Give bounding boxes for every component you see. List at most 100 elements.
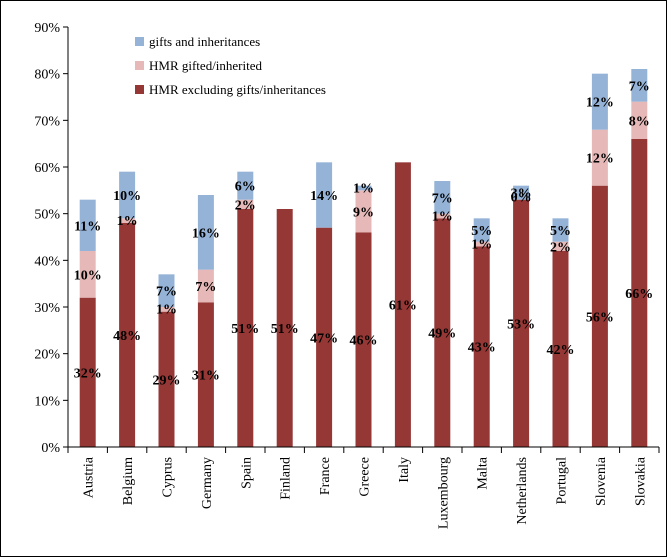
bar-segment bbox=[197, 302, 214, 447]
data-label: 10% bbox=[74, 268, 102, 283]
y-tick-label: 80% bbox=[34, 68, 60, 83]
data-label: 7% bbox=[156, 285, 177, 300]
bars bbox=[79, 69, 648, 448]
bar-segment bbox=[591, 185, 608, 447]
x-tick-label: Slovakia bbox=[633, 456, 648, 506]
y-tick-label: 10% bbox=[34, 394, 60, 409]
data-label: 7% bbox=[195, 280, 216, 295]
x-tick-label: Belgium bbox=[121, 457, 136, 505]
data-label: 16% bbox=[192, 226, 220, 241]
bar-segment bbox=[355, 185, 372, 191]
data-label: 7% bbox=[629, 79, 650, 94]
data-label: 12% bbox=[586, 152, 614, 167]
data-label: 53% bbox=[507, 317, 535, 332]
legend-swatch bbox=[135, 37, 144, 46]
x-tick-label: Finland bbox=[279, 457, 294, 500]
bar-segment bbox=[473, 241, 490, 247]
data-label: 6% bbox=[235, 180, 256, 195]
y-tick-label: 40% bbox=[34, 254, 60, 269]
y-tick-label: 30% bbox=[34, 301, 60, 316]
bar-segment bbox=[119, 223, 136, 447]
data-label: 47% bbox=[310, 331, 338, 346]
data-label: 5% bbox=[550, 224, 571, 239]
data-label: 14% bbox=[310, 189, 338, 204]
bar-segment bbox=[158, 274, 175, 307]
data-label: 61% bbox=[389, 299, 417, 314]
bar-segment bbox=[591, 129, 608, 186]
data-label: 51% bbox=[271, 322, 299, 337]
bar-segment bbox=[552, 251, 569, 447]
bar-segment bbox=[631, 101, 648, 139]
x-tick-label: Netherlands bbox=[515, 457, 530, 525]
data-label: 1% bbox=[471, 237, 492, 252]
x-tick-label: Germany bbox=[200, 457, 215, 509]
bar-segment bbox=[434, 213, 451, 219]
data-label: 48% bbox=[113, 329, 141, 344]
data-label: 46% bbox=[350, 334, 378, 349]
legend-swatch bbox=[135, 61, 144, 70]
data-label: 56% bbox=[586, 310, 614, 325]
data-label: 1% bbox=[353, 181, 374, 196]
x-tick-label: France bbox=[318, 457, 333, 495]
x-tick-label: Luxembourg bbox=[436, 457, 451, 529]
data-label: 5% bbox=[471, 224, 492, 239]
legend-label: HMR excluding gifts/inheritances bbox=[149, 82, 326, 97]
x-tick-label: Cyprus bbox=[161, 457, 176, 497]
bar-segment bbox=[513, 199, 530, 447]
legend-label: HMR gifted/inherited bbox=[149, 58, 263, 73]
bar-segment bbox=[316, 162, 333, 228]
bar-segment bbox=[473, 246, 490, 447]
bar-segment bbox=[552, 241, 569, 251]
data-label: 51% bbox=[231, 322, 259, 337]
y-axis: 0% 10% 20% 30% 40% 50% 60% 70% 80% 90% bbox=[34, 21, 69, 456]
data-label: 2% bbox=[550, 240, 571, 255]
x-tick-label: Greece bbox=[358, 457, 373, 497]
data-label: 1% bbox=[156, 303, 177, 318]
bar-segment bbox=[79, 297, 96, 447]
bar-segment bbox=[434, 218, 451, 447]
bar-segment bbox=[197, 269, 214, 303]
bar-segment bbox=[355, 232, 372, 447]
data-label: 32% bbox=[74, 366, 102, 381]
legend: gifts and inheritances HMR gifted/inherit… bbox=[135, 34, 326, 97]
y-tick-label: 50% bbox=[34, 208, 60, 223]
data-label: 29% bbox=[153, 373, 181, 388]
data-label: 3% bbox=[511, 187, 532, 202]
x-tick-label: Slovenia bbox=[594, 456, 609, 506]
data-label: 1% bbox=[432, 209, 453, 224]
data-label: 2% bbox=[235, 198, 256, 213]
data-label: 1% bbox=[117, 214, 138, 229]
bar-segment bbox=[513, 185, 530, 200]
y-tick-label: 0% bbox=[41, 441, 60, 456]
data-label: 9% bbox=[353, 205, 374, 220]
data-labels: 32% 10% 11% 48% 1% 10% 29% 1% 7% 31% 7% 16% 51% 2% 6% 5… bbox=[74, 79, 654, 388]
bar-segment bbox=[237, 209, 254, 447]
bar-segment bbox=[119, 218, 136, 223]
bar-segment bbox=[355, 190, 372, 233]
x-tick-label: Austria bbox=[82, 456, 97, 498]
data-label: 11% bbox=[74, 219, 101, 234]
x-tick-label: Portugal bbox=[555, 457, 570, 505]
y-tick-label: 60% bbox=[34, 161, 60, 176]
bar-segment bbox=[237, 171, 254, 200]
bar-segment bbox=[158, 311, 175, 447]
bar-segment bbox=[197, 195, 214, 270]
y-tick-label: 20% bbox=[34, 348, 60, 363]
bar-segment bbox=[79, 251, 96, 298]
x-tick-label: Italy bbox=[397, 457, 412, 483]
bar-segment bbox=[79, 199, 96, 251]
data-label: 10% bbox=[113, 189, 141, 204]
bar-segment bbox=[276, 209, 293, 447]
y-tick-label: 70% bbox=[34, 114, 60, 129]
data-label: 7% bbox=[432, 191, 453, 206]
bar-segment bbox=[158, 307, 175, 312]
y-tick-label: 90% bbox=[34, 21, 60, 36]
data-label: 12% bbox=[586, 96, 614, 111]
bar-segment bbox=[552, 218, 569, 242]
legend-swatch bbox=[135, 85, 144, 94]
bar-segment bbox=[631, 139, 648, 447]
data-label: 42% bbox=[547, 343, 575, 358]
bar-segment bbox=[119, 171, 136, 219]
x-axis: Austria Belgium Cyprus Germany Spain Finland F… bbox=[67, 446, 660, 529]
